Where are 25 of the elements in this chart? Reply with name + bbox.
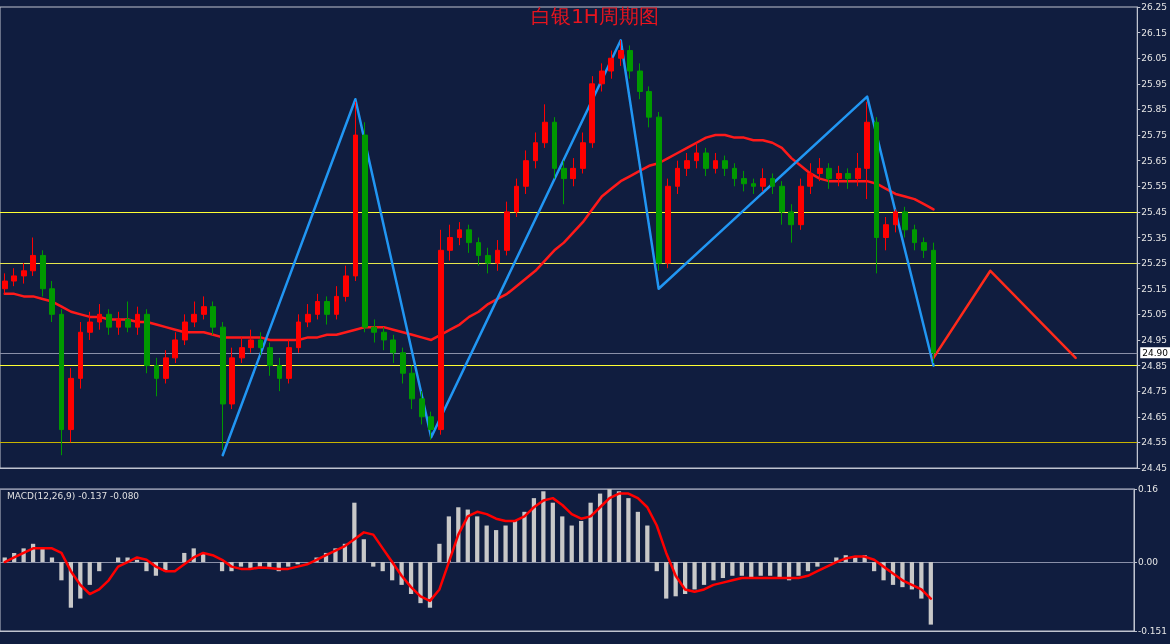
chart-title: MACD(12,26,9) -0.137 -0.080 [7, 490, 140, 501]
y-tick-label: 24.95 [1141, 334, 1167, 345]
y-tick-label: 25.05 [1141, 309, 1167, 320]
y-tick-label: 25.85 [1141, 104, 1167, 115]
y-tick-label: 25.35 [1141, 232, 1167, 243]
y-tick-label: -0.151 [1137, 626, 1167, 636]
y-tick-label: 24.65 [1141, 411, 1167, 422]
y-tick-label: 26.05 [1141, 53, 1167, 64]
y-tick-label: 26.15 [1141, 27, 1167, 38]
y-tick-label: 25.45 [1141, 206, 1167, 217]
y-tick-label: 24.45 [1141, 463, 1167, 473]
y-tick-label: 24.85 [1141, 360, 1167, 371]
y-tick-label: 25.55 [1141, 181, 1167, 192]
y-tick-label: 0.00 [1137, 557, 1159, 568]
y-tick-label: 25.75 [1141, 130, 1167, 141]
y-tick-label: 25.25 [1141, 258, 1167, 269]
y-tick-label: 25.65 [1141, 155, 1167, 166]
chart-title: 白银1H周期图 [531, 4, 659, 28]
ref-line-label: 24.90 [1142, 347, 1169, 358]
y-tick-label: 25.15 [1141, 283, 1167, 294]
y-tick-label: 24.75 [1141, 386, 1167, 397]
y-tick-label: 26.25 [1141, 2, 1167, 12]
y-tick-label: 25.95 [1141, 78, 1167, 89]
y-tick-label: 0.16 [1137, 484, 1159, 494]
y-tick-label: 24.55 [1141, 437, 1167, 448]
